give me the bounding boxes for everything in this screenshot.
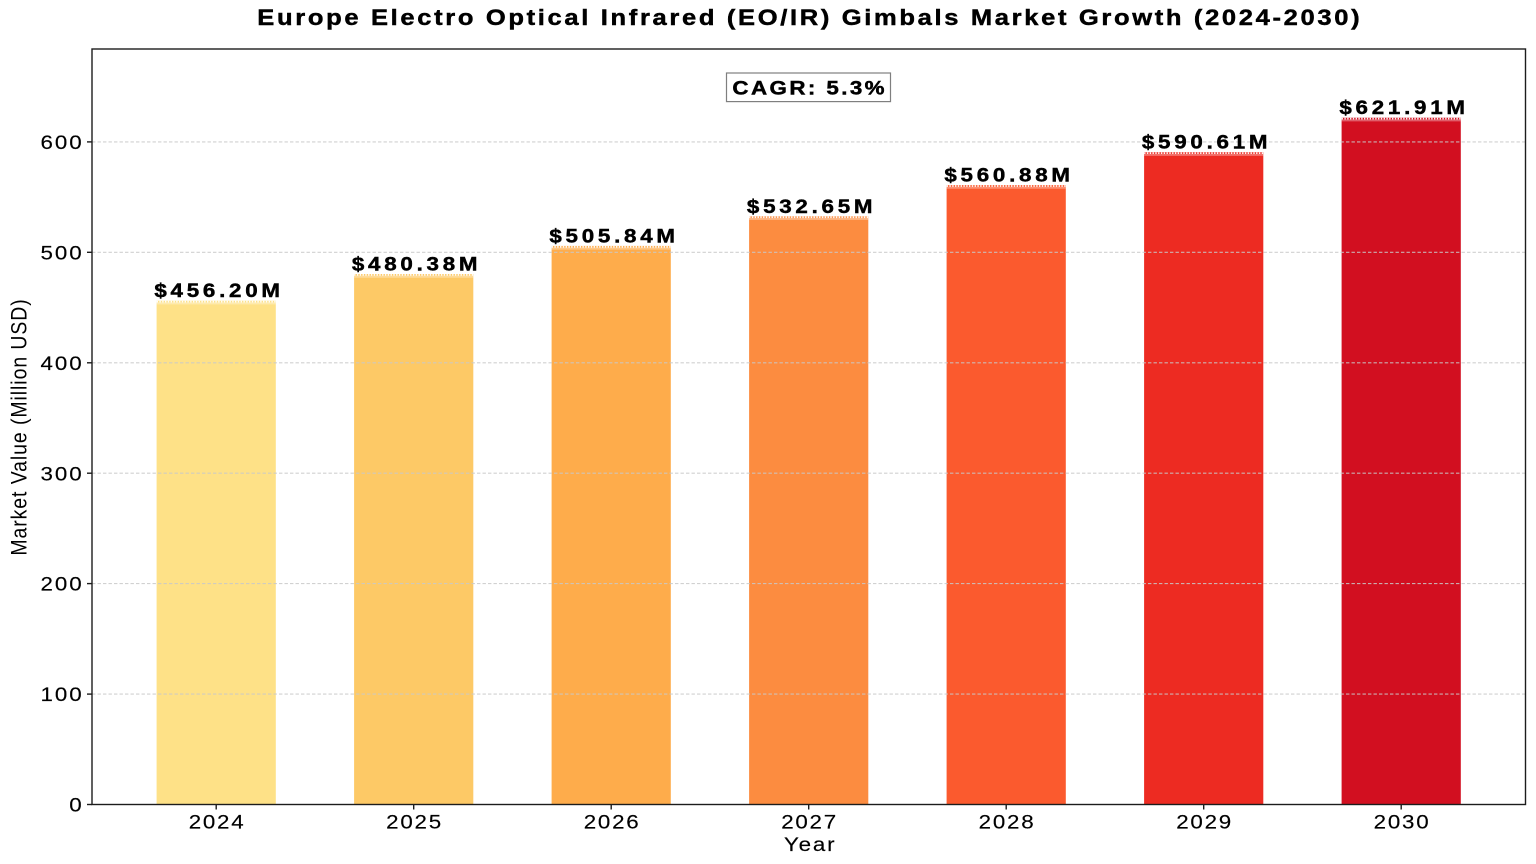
svg-text:600: 600 [41, 132, 84, 153]
svg-text:$480.38M: $480.38M [352, 254, 481, 275]
svg-text:400: 400 [41, 353, 84, 374]
svg-text:100: 100 [41, 684, 84, 705]
svg-text:$621.91M: $621.91M [1339, 97, 1468, 118]
svg-text:CAGR: 5.3%: CAGR: 5.3% [732, 78, 887, 99]
svg-text:$505.84M: $505.84M [549, 226, 678, 247]
svg-text:300: 300 [41, 464, 84, 485]
svg-text:2025: 2025 [386, 812, 443, 833]
svg-text:2029: 2029 [1176, 812, 1233, 833]
svg-text:2024: 2024 [189, 812, 246, 833]
svg-text:200: 200 [41, 574, 84, 595]
svg-text:$456.20M: $456.20M [154, 280, 283, 301]
svg-text:$560.88M: $560.88M [944, 165, 1073, 186]
svg-text:$590.61M: $590.61M [1142, 132, 1271, 153]
svg-text:Year: Year [784, 834, 836, 855]
svg-text:500: 500 [41, 243, 84, 264]
svg-text:2027: 2027 [781, 812, 838, 833]
svg-text:Market Value (Million USD): Market Value (Million USD) [7, 298, 32, 555]
svg-text:0: 0 [69, 795, 83, 816]
svg-text:2026: 2026 [584, 812, 641, 833]
svg-text:Europe Electro Optical Infrare: Europe Electro Optical Infrared (EO/IR) … [257, 6, 1362, 31]
svg-text:2028: 2028 [979, 812, 1036, 833]
svg-text:2030: 2030 [1374, 812, 1431, 833]
svg-text:$532.65M: $532.65M [747, 196, 876, 217]
